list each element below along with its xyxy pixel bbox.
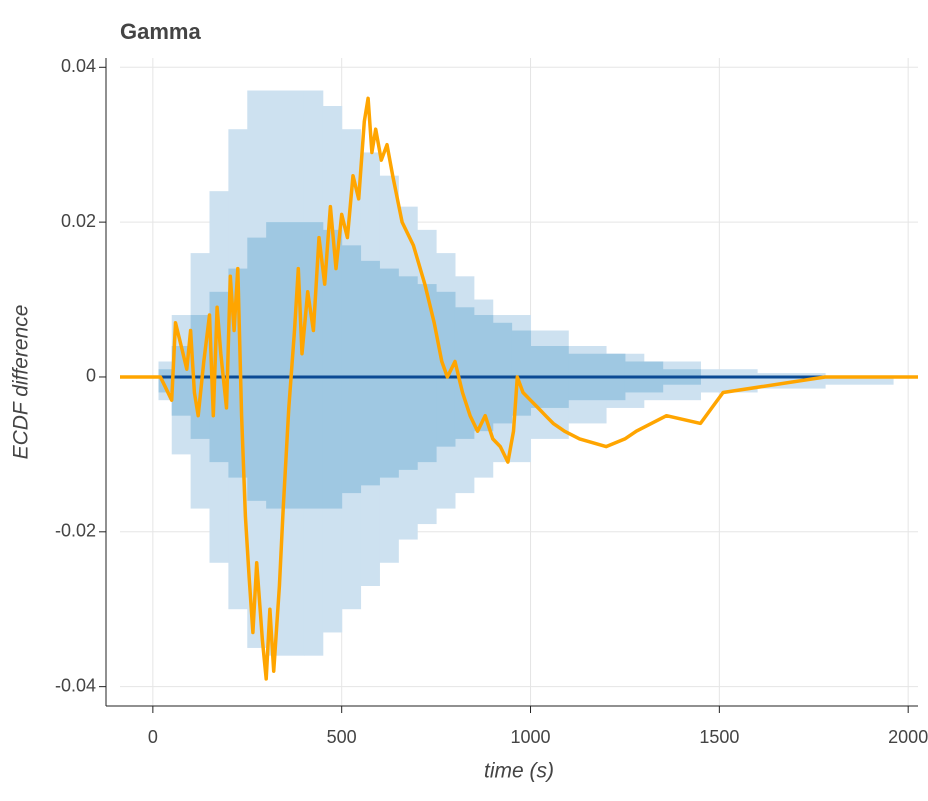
x-tick-label: 0 [148,727,158,747]
envelope-band [417,284,437,463]
envelope-band [341,245,362,494]
y-tick-label: 0.04 [61,56,96,76]
envelope-band [700,369,758,393]
envelope-band [825,376,894,385]
envelope-band [398,276,418,470]
y-tick-label: -0.04 [55,675,96,695]
y-tick-label: -0.02 [55,521,96,541]
envelope-band [247,237,267,501]
x-tick-label: 1500 [699,727,739,747]
envelope-band [266,222,324,509]
chart-title: Gamma [120,19,201,44]
envelope-band [360,260,380,486]
y-tick-label: 0 [86,366,96,386]
x-axis-label: time (s) [484,760,554,783]
envelope-band [158,369,173,393]
envelope-band [454,307,475,439]
y-tick-label: 0.02 [61,211,96,231]
envelope-band [322,229,343,509]
x-tick-label: 2000 [888,727,928,747]
x-tick-label: 1000 [510,727,550,747]
y-axis-label: ECDF difference [10,305,33,460]
x-tick-label: 500 [327,727,357,747]
envelope-band [473,315,494,432]
ecdf-line [120,96,918,681]
envelope-band [492,322,513,424]
envelope-band [379,268,399,478]
